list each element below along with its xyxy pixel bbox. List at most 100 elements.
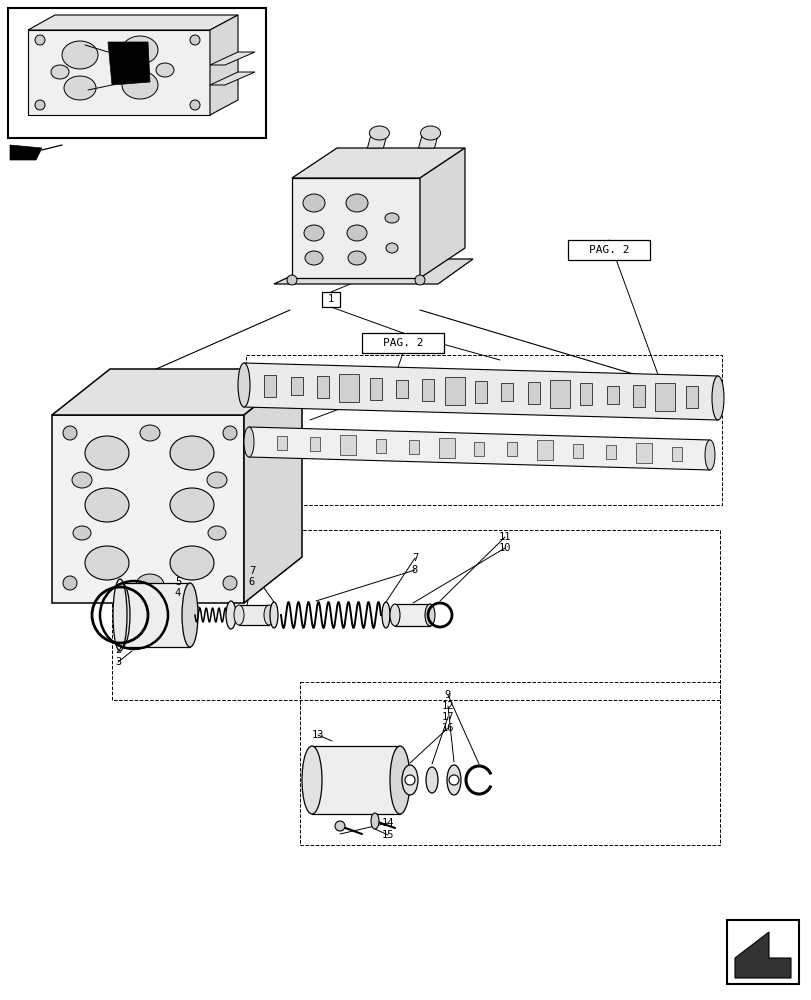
Polygon shape (52, 415, 243, 603)
Bar (8, 8, 266, 138)
Ellipse shape (208, 526, 225, 540)
Polygon shape (367, 133, 387, 148)
Ellipse shape (303, 194, 324, 212)
Ellipse shape (62, 41, 98, 69)
Circle shape (448, 775, 458, 785)
Ellipse shape (64, 76, 96, 100)
Circle shape (335, 821, 345, 831)
Polygon shape (10, 145, 42, 160)
Text: 3: 3 (114, 657, 121, 667)
Polygon shape (243, 363, 717, 420)
Polygon shape (292, 178, 419, 278)
Ellipse shape (302, 746, 322, 814)
Text: 8: 8 (411, 565, 418, 575)
Circle shape (63, 426, 77, 440)
Ellipse shape (169, 488, 214, 522)
Ellipse shape (156, 63, 174, 77)
Polygon shape (28, 30, 210, 115)
Ellipse shape (348, 251, 366, 265)
Polygon shape (375, 439, 385, 453)
Polygon shape (672, 447, 681, 461)
Ellipse shape (182, 583, 198, 647)
Polygon shape (474, 442, 484, 456)
Ellipse shape (122, 71, 158, 99)
Polygon shape (310, 437, 320, 451)
Text: 1: 1 (328, 294, 333, 304)
Polygon shape (311, 746, 400, 814)
Ellipse shape (225, 601, 236, 629)
Polygon shape (339, 374, 359, 402)
Ellipse shape (51, 65, 69, 79)
Polygon shape (122, 583, 190, 647)
Ellipse shape (243, 427, 254, 457)
Text: 12: 12 (441, 701, 453, 711)
Bar (322, 292, 340, 307)
Bar (726, 920, 798, 984)
Polygon shape (264, 375, 276, 397)
Polygon shape (419, 148, 465, 278)
Ellipse shape (72, 472, 92, 488)
Text: 4: 4 (174, 588, 181, 598)
Polygon shape (369, 378, 381, 400)
Ellipse shape (369, 126, 389, 140)
Circle shape (223, 576, 237, 590)
Ellipse shape (114, 583, 130, 647)
Text: 13: 13 (311, 730, 324, 740)
Circle shape (190, 100, 200, 110)
Ellipse shape (73, 526, 91, 540)
Circle shape (190, 35, 200, 45)
Ellipse shape (234, 605, 243, 625)
Polygon shape (500, 383, 513, 401)
Polygon shape (210, 52, 255, 65)
Circle shape (405, 775, 414, 785)
Polygon shape (438, 438, 454, 458)
Circle shape (286, 275, 297, 285)
Ellipse shape (385, 243, 397, 253)
Polygon shape (316, 376, 328, 398)
Polygon shape (635, 443, 651, 463)
Ellipse shape (711, 376, 723, 420)
Ellipse shape (420, 126, 440, 140)
Ellipse shape (169, 436, 214, 470)
Ellipse shape (389, 746, 410, 814)
Ellipse shape (113, 579, 127, 651)
Circle shape (35, 100, 45, 110)
Ellipse shape (85, 488, 129, 522)
Ellipse shape (169, 546, 214, 580)
Ellipse shape (270, 602, 277, 628)
Text: 5: 5 (174, 577, 181, 587)
Ellipse shape (305, 251, 323, 265)
Ellipse shape (303, 225, 324, 241)
Text: 17: 17 (441, 712, 453, 722)
Polygon shape (422, 379, 434, 401)
Ellipse shape (207, 472, 227, 488)
Text: 15: 15 (381, 830, 394, 840)
Polygon shape (684, 386, 697, 408)
Text: 10: 10 (498, 543, 511, 553)
Circle shape (414, 275, 424, 285)
Ellipse shape (704, 440, 714, 470)
Bar (112, 530, 719, 700)
Bar (299, 682, 719, 845)
Polygon shape (654, 383, 675, 411)
Polygon shape (52, 369, 302, 415)
Polygon shape (444, 377, 464, 405)
Ellipse shape (371, 813, 379, 829)
Ellipse shape (238, 363, 250, 407)
Ellipse shape (139, 425, 160, 441)
Text: 11: 11 (498, 532, 511, 542)
Polygon shape (277, 436, 286, 450)
Circle shape (35, 35, 45, 45)
Text: 16: 16 (441, 723, 453, 733)
Polygon shape (606, 386, 618, 404)
Ellipse shape (85, 546, 129, 580)
Polygon shape (238, 605, 268, 625)
Text: 2: 2 (114, 645, 121, 655)
Ellipse shape (345, 194, 367, 212)
Polygon shape (292, 148, 465, 178)
Text: 14: 14 (381, 818, 394, 828)
Circle shape (431, 607, 448, 623)
Text: 6: 6 (248, 577, 255, 587)
Polygon shape (339, 435, 355, 455)
Polygon shape (28, 15, 238, 30)
